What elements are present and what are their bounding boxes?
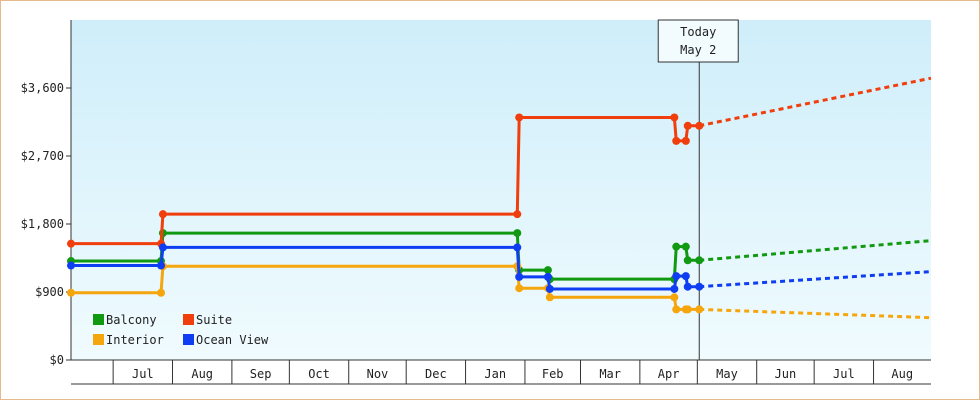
data-point-suite [513, 210, 522, 219]
x-tick-label: Nov [367, 367, 389, 381]
data-point-suite [515, 113, 524, 122]
data-point-ocean-view [543, 272, 552, 281]
x-tick-label: Jul [833, 367, 855, 381]
data-point-balcony [683, 256, 692, 265]
data-point-suite [681, 136, 690, 145]
y-tick-label: $2,700 [21, 149, 64, 163]
x-tick-label: Jul [132, 367, 154, 381]
legend-label-interior: Interior [106, 333, 164, 347]
data-point-ocean-view [695, 282, 704, 291]
x-axis: Jul Aug Sep Oct Nov Dec Jan Feb Mar Apr May Jun Jul A… [71, 359, 931, 385]
y-tick-label: $1,800 [21, 217, 64, 231]
series-suite [67, 76, 932, 248]
legend-label-suite: Suite [196, 313, 232, 327]
data-point-ocean-view [515, 272, 524, 281]
series-forecast-suite [698, 76, 932, 128]
series-forecast-interior [699, 307, 932, 320]
y-tick-label: $3,600 [21, 81, 64, 95]
data-point-ocean-view [670, 284, 679, 293]
x-tick-label: Aug [191, 367, 213, 381]
data-point-balcony [695, 256, 704, 265]
data-point-interior [545, 293, 554, 302]
data-point-interior [695, 305, 704, 314]
x-tick-label: Oct [308, 367, 330, 381]
series-ocean-view [67, 243, 932, 293]
x-tick-label: Jun [775, 367, 797, 381]
today-marker: Today May 2 [657, 19, 739, 360]
data-point-suite [683, 121, 692, 130]
data-point-balcony [681, 242, 690, 251]
x-tick-label: Feb [542, 367, 564, 381]
data-point-ocean-view [545, 284, 554, 293]
y-tick-label: $0 [50, 353, 64, 367]
today-label: Today [680, 25, 716, 39]
legend-label-ocean-view: Ocean View [196, 333, 269, 347]
series-line-suite [71, 115, 700, 246]
data-point-ocean-view [683, 282, 692, 291]
data-point-interior [670, 293, 679, 302]
data-point-interior [515, 284, 524, 293]
data-point-interior [67, 288, 75, 297]
data-point-suite [695, 121, 704, 130]
legend-swatch-ocean-view [183, 334, 194, 345]
series-layer [67, 76, 932, 320]
data-point-interior [672, 305, 681, 314]
x-tick-label: Jan [484, 367, 506, 381]
data-point-suite [672, 136, 681, 145]
data-point-balcony [672, 242, 681, 251]
legend-label-balcony: Balcony [106, 313, 157, 327]
legend-swatch-balcony [93, 314, 104, 325]
today-date: May 2 [680, 43, 716, 57]
x-tick-label: Sep [250, 367, 272, 381]
data-point-ocean-view [672, 272, 681, 281]
data-point-balcony [513, 229, 522, 238]
data-point-ocean-view [158, 243, 167, 252]
series-forecast-balcony [699, 239, 932, 262]
data-point-interior [157, 288, 166, 297]
legend: Balcony Suite Interior Ocean View [93, 313, 269, 347]
data-point-suite [670, 113, 679, 122]
series-forecast-ocean-view [699, 270, 932, 289]
x-tick-label: Dec [425, 367, 447, 381]
legend-swatch-suite [183, 314, 194, 325]
data-point-ocean-view [513, 243, 522, 252]
data-point-ocean-view [67, 261, 75, 270]
x-tick-label: Mar [599, 367, 621, 381]
data-point-suite [67, 239, 75, 248]
data-point-ocean-view [157, 261, 166, 270]
x-tick-label: Aug [891, 367, 913, 381]
x-tick-label: Apr [658, 367, 680, 381]
x-tick-label: May [716, 367, 738, 381]
data-point-suite [158, 210, 167, 219]
data-point-balcony [543, 266, 552, 275]
plot-background [71, 20, 931, 360]
y-tick-label: $900 [35, 285, 64, 299]
legend-swatch-interior [93, 334, 104, 345]
data-point-interior [683, 305, 692, 314]
today-box [657, 19, 739, 63]
y-axis: $0 $900 $1,800 $2,700 $3,600 [21, 20, 72, 367]
data-point-ocean-view [681, 272, 690, 281]
